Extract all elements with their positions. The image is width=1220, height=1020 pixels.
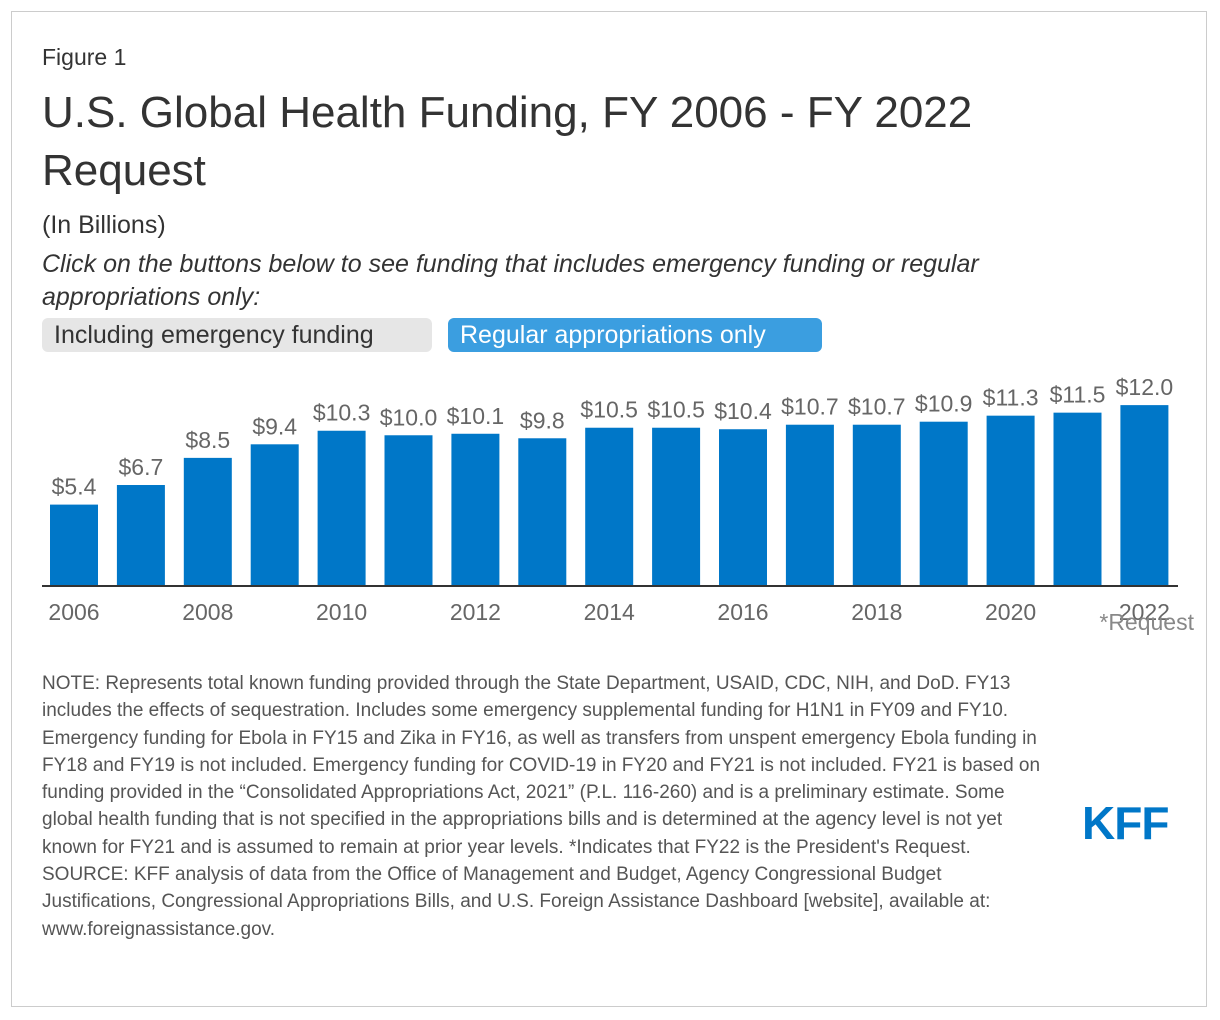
x-tick-label-2010: 2010 — [316, 599, 367, 625]
bar-2011[interactable] — [384, 435, 433, 586]
bar-2015[interactable] — [652, 427, 701, 586]
bar-2021[interactable] — [1053, 412, 1102, 586]
chart-title: U.S. Global Health Funding, FY 2006 - FY… — [42, 88, 973, 195]
bar-2016[interactable] — [719, 429, 767, 586]
bar-2014[interactable] — [585, 427, 634, 586]
note-text: NOTE: Represents total known funding pro… — [42, 673, 1041, 858]
data-label-2019: $10.9 — [915, 391, 973, 417]
bar-2013[interactable] — [518, 438, 567, 586]
data-label-2013: $9.8 — [520, 407, 565, 433]
bar-chart: $5.4 $6.7 $8.5 $9.4 $10.3 $10.0 $10.1 $9.8 $10.5… — [42, 374, 1195, 635]
data-label-2009: $9.4 — [252, 413, 297, 439]
bar-2022[interactable] — [1120, 405, 1169, 586]
bar-2006[interactable] — [50, 504, 98, 586]
data-label-2017: $10.7 — [781, 394, 839, 420]
bar-2012[interactable] — [451, 433, 500, 586]
chart-instruction: Click on the buttons below to see fundin… — [42, 250, 979, 311]
data-label-2016: $10.4 — [714, 398, 772, 424]
figure-label: Figure 1 — [42, 44, 127, 70]
x-tick-label-2006: 2006 — [48, 599, 99, 625]
data-label-2020: $11.3 — [983, 385, 1039, 411]
bar-2008[interactable] — [183, 457, 232, 586]
bar-2018[interactable] — [852, 424, 901, 586]
bar-2017[interactable] — [785, 424, 834, 586]
bar-2007[interactable] — [116, 485, 165, 586]
bar-2019[interactable] — [919, 421, 968, 586]
x-tick-label-2018: 2018 — [851, 599, 902, 625]
kff-logo: KFF — [1082, 797, 1169, 849]
data-label-2015: $10.5 — [647, 397, 705, 423]
x-tick-label-2012: 2012 — [450, 599, 501, 625]
data-label-2018: $10.7 — [848, 394, 906, 420]
figure-frame — [11, 11, 1207, 1007]
source-text: SOURCE: KFF analysis of data from the Of… — [42, 864, 991, 940]
data-label-2012: $10.1 — [447, 403, 505, 429]
data-label-2010: $10.3 — [313, 400, 371, 426]
data-label-2006: $5.4 — [52, 474, 97, 500]
bar-2020[interactable] — [986, 415, 1035, 586]
x-tick-label-2020: 2020 — [985, 599, 1036, 625]
chart-footnote: NOTE: Represents total known funding pro… — [42, 670, 1052, 943]
data-label-2011: $10.0 — [380, 404, 438, 430]
request-annotation: *Request — [1099, 609, 1194, 635]
regular-appropriations-only-button[interactable]: Regular appropriations only — [448, 318, 822, 352]
chart-subtitle: (In Billions) — [42, 211, 166, 239]
including-emergency-funding-button[interactable]: Including emergency funding — [42, 318, 432, 352]
x-tick-label-2022: 2022 — [1119, 599, 1170, 625]
data-label-2014: $10.5 — [580, 397, 638, 423]
data-label-2008: $8.5 — [185, 427, 230, 453]
x-tick-label-2014: 2014 — [584, 599, 635, 625]
bar-2009[interactable] — [250, 444, 299, 586]
data-label-2021: $11.5 — [1050, 382, 1106, 408]
x-tick-label-2016: 2016 — [717, 599, 768, 625]
x-tick-label-2008: 2008 — [182, 599, 233, 625]
data-label-2022: $12.0 — [1116, 374, 1174, 400]
data-label-2007: $6.7 — [119, 454, 164, 480]
bar-2010[interactable] — [317, 430, 366, 586]
